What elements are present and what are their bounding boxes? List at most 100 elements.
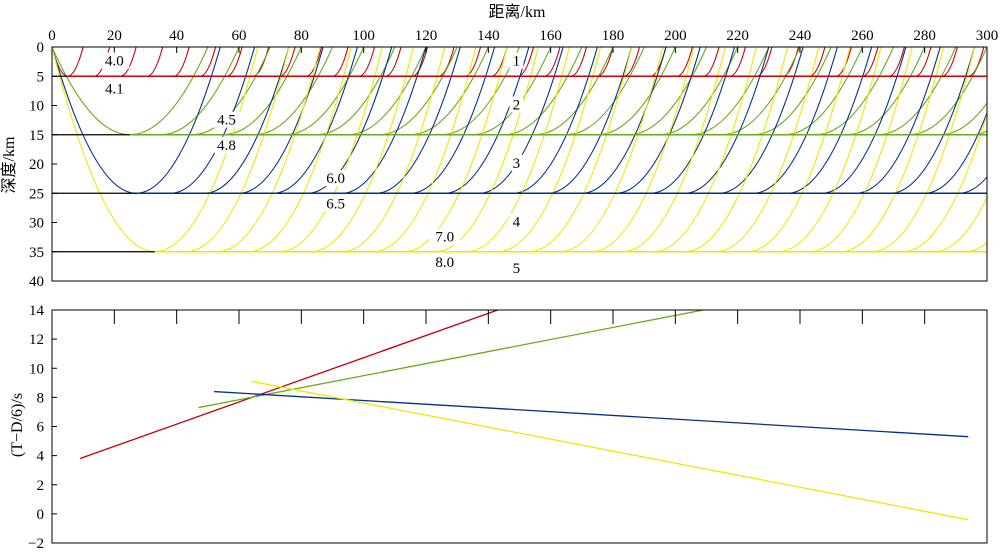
ray-layer2-main <box>52 47 209 136</box>
top-y-tick-label: 10 <box>29 99 44 115</box>
velocity-label-bg <box>211 136 242 153</box>
bottom-y-tick-label: 8 <box>37 390 45 406</box>
layer-number-label: 1 <box>513 54 521 70</box>
ray-layer3-3 <box>273 47 358 194</box>
bottom-y-tick-label: 12 <box>29 332 44 348</box>
velocity-label-bg <box>99 80 130 97</box>
ray-layer3-18 <box>787 47 873 194</box>
top-y-tick-label: 40 <box>29 274 44 290</box>
top-y-tick-label: 0 <box>37 40 45 56</box>
layer-number-label: 4 <box>513 214 521 230</box>
ray-layer3-1 <box>204 47 290 194</box>
top-y-tick-label: 15 <box>29 128 44 144</box>
top-x-axis-title: 距离/km <box>489 3 546 21</box>
ray-layer4-13 <box>591 47 695 253</box>
ray-layer2-17 <box>690 47 770 136</box>
top-x-tick-label: 160 <box>539 28 562 44</box>
ray-layer1-23 <box>703 47 720 77</box>
ray-layer2-8 <box>410 47 489 136</box>
bottom-y-tick-label: 14 <box>29 303 45 319</box>
ray-layer2-11 <box>503 47 583 136</box>
ray-layer4-10 <box>497 47 602 253</box>
ray-layer3-0 <box>170 47 256 194</box>
ray-layer3-10 <box>513 47 598 194</box>
top-x-tick-label: 220 <box>726 28 749 44</box>
velocity-annotations: 4.0 4.1 4.5 4.8 6.0 6.5 7.0 8.0 1 2 3 4 5 <box>99 52 524 277</box>
ray-layer2-23 <box>877 47 957 136</box>
ray-layer3-7 <box>410 47 496 194</box>
traveltime-series-2 <box>198 310 704 409</box>
bottom-y-axis-title: (T−D/6)/s <box>9 393 26 457</box>
ray-layer2-12 <box>535 47 614 136</box>
ray-layer1-6 <box>252 47 270 77</box>
ray-layer4-17 <box>715 47 820 253</box>
velocity-label-bg <box>320 195 351 212</box>
traveltime-lines <box>79 310 969 521</box>
ray-layer4-3 <box>279 47 383 253</box>
top-y-tick-label: 35 <box>29 245 44 261</box>
ray-layer1-3 <box>173 47 190 77</box>
ray-layer4-1 <box>217 47 321 253</box>
ray-layer2-13 <box>566 47 645 136</box>
top-y-tick-label: 5 <box>37 69 45 85</box>
bottom-y-tick-label: 0 <box>37 507 45 523</box>
ray-layer4-5 <box>341 47 446 253</box>
ray-layer3-main <box>52 47 221 194</box>
ray-layer4-23 <box>902 112 987 253</box>
ray-layer3-2 <box>238 47 324 194</box>
ray-layer2-3 <box>254 47 334 136</box>
bottom-x-ticks <box>113 310 926 324</box>
top-x-tick-label: 280 <box>913 28 936 44</box>
traveltime-panel: (T−D/6)/s −2 0 2 4 6 8 10 12 14 <box>9 303 988 552</box>
ray-layer2-15 <box>628 47 708 136</box>
top-x-tick-label: 200 <box>664 28 687 44</box>
ray-layer4-21 <box>840 47 944 253</box>
top-y-tick-label: 25 <box>29 186 44 202</box>
ray-layer4-8 <box>435 47 539 253</box>
ray-layer3-20 <box>856 47 941 194</box>
ray-layer1-34 <box>995 47 1000 76</box>
ray-layer3-16 <box>718 47 804 194</box>
ray-layer2-16 <box>659 47 739 136</box>
ray-layer4-15 <box>653 47 757 253</box>
velocity-label-bg <box>99 52 130 69</box>
ray-layer4-9 <box>466 47 570 253</box>
top-x-tick-label: 100 <box>352 28 375 44</box>
velocity-label: 6.0 <box>326 171 345 187</box>
ray-layer2-7 <box>379 47 458 136</box>
layer-label-bg <box>509 52 524 69</box>
traveltime-series-3 <box>214 390 969 438</box>
ray-layer3-6 <box>376 47 461 194</box>
top-x-tick-label: 260 <box>851 28 874 44</box>
ray-layer1-18 <box>570 47 588 77</box>
ray-layer2-2 <box>223 47 302 136</box>
ray-layer2-22 <box>846 47 926 136</box>
ray-layer4-0 <box>186 47 290 253</box>
ray-layer1-14 <box>464 47 482 77</box>
ray-path-panel: 距离/km 深度/km 0 20 40 60 80 100 120 140 160 180 200 2… <box>0 3 1000 290</box>
top-x-tick-label: 80 <box>294 28 309 44</box>
layer-number-label: 2 <box>513 97 521 113</box>
top-y-tick-label: 30 <box>29 216 44 232</box>
ray-layer2-10 <box>472 47 552 136</box>
top-x-ticks: 0 20 40 60 80 100 120 140 160 180 200 220 240 260 280 3… <box>48 28 998 53</box>
ray-layer4-16 <box>684 47 789 253</box>
top-y-tick-label: 20 <box>29 157 44 173</box>
ray-layer3-9 <box>478 47 564 194</box>
velocity-label-bg <box>429 228 460 245</box>
ray-layer4-25 <box>965 241 987 253</box>
top-y-ticks: 0 5 10 15 20 25 30 35 40 <box>29 40 57 290</box>
ray-layer3-24 <box>993 47 1000 193</box>
top-x-tick-label: 60 <box>232 28 247 44</box>
velocity-label: 4.5 <box>217 113 236 129</box>
bottom-y-tick-label: 2 <box>37 478 45 494</box>
ray-layer3-19 <box>821 47 907 194</box>
bottom-y-ticks: −2 0 2 4 6 8 10 12 14 <box>28 303 57 552</box>
ray-layer3-23 <box>958 176 987 194</box>
ray-layer4-11 <box>528 47 633 253</box>
ray-layer4-18 <box>747 47 851 253</box>
ray-layer2-19 <box>753 47 832 136</box>
top-x-tick-label: 240 <box>789 28 812 44</box>
velocity-label-bg <box>211 111 242 128</box>
top-x-tick-label: 20 <box>107 28 122 44</box>
